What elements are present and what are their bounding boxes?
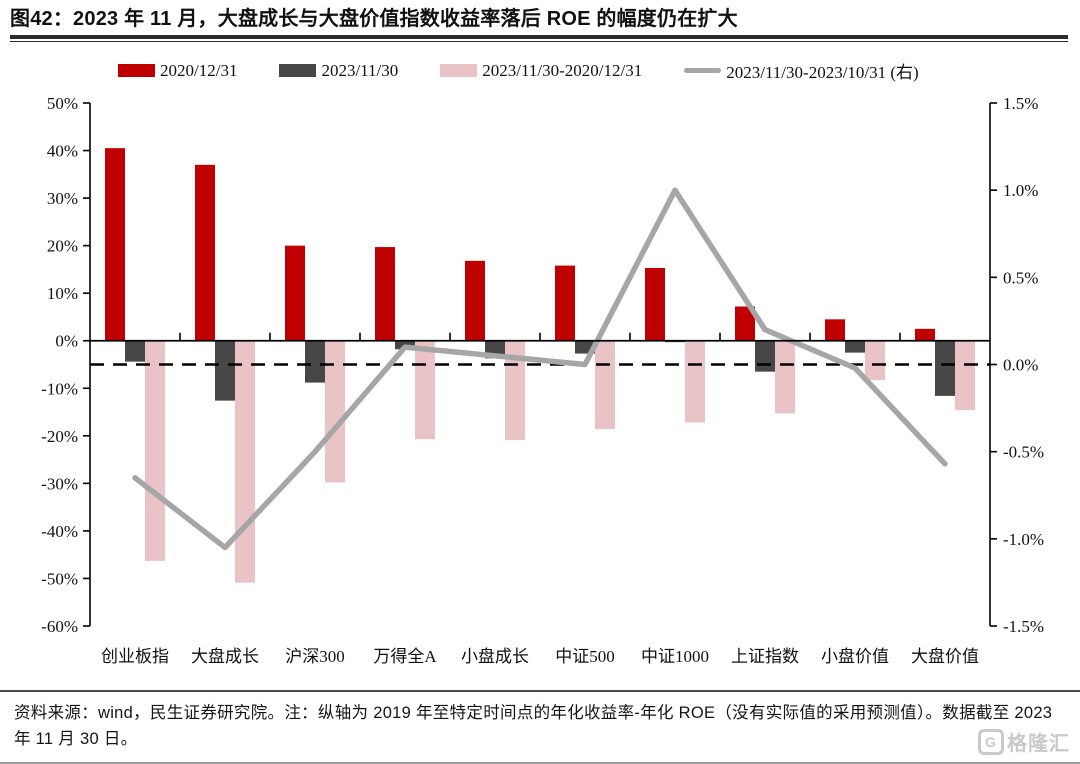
left-tick-label: -50% xyxy=(41,569,78,588)
bar-s0-创业板指 xyxy=(105,148,125,341)
bar-s2-中证1000 xyxy=(685,340,705,423)
bar-s0-沪深300 xyxy=(285,245,305,341)
x-category-label: 中证1000 xyxy=(641,647,709,666)
bar-s2-万得全A xyxy=(415,340,435,440)
line-series xyxy=(132,187,948,551)
gelonghui-logo-text: 格隆汇 xyxy=(1007,733,1070,755)
right-tick-label: 1.5% xyxy=(1003,94,1038,113)
x-category-label: 中证500 xyxy=(555,647,615,666)
bar-s1-沪深300 xyxy=(305,340,325,383)
x-category-label: 万得全A xyxy=(373,647,437,666)
left-tick-label: -10% xyxy=(41,379,78,398)
x-category-label: 大盘价值 xyxy=(911,647,979,666)
legend-label-2: 2023/11/30-2020/12/31 xyxy=(482,60,643,80)
x-category-label: 小盘价值 xyxy=(821,647,889,666)
bar-s1-大盘价值 xyxy=(935,340,955,396)
legend-label-1: 2023/11/30 xyxy=(321,60,399,80)
x-category-label: 上证指数 xyxy=(731,647,799,666)
footer: 资料来源：wind，民生证券研究院。注：纵轴为 2019 年至特定时间点的年化收… xyxy=(0,690,1080,764)
left-tick-label: -20% xyxy=(41,427,78,446)
legend-item-1: 2023/11/30 xyxy=(279,61,398,81)
left-tick-label: -30% xyxy=(41,474,78,493)
right-tick-label: 0.5% xyxy=(1003,268,1038,287)
bar-s0-小盘成长 xyxy=(465,260,485,341)
legend-label-3: 2023/11/30-2023/10/31 (右) xyxy=(726,63,919,82)
bar-s2-小盘价值 xyxy=(865,340,885,381)
chart-canvas: 50% 40% 30% 20% 10% 0% -10% -20% -30% -40% -50% -60… xyxy=(41,94,1044,666)
left-tick-label: -40% xyxy=(41,522,78,541)
gelonghui-logo: G 格隆汇 xyxy=(978,727,1070,756)
legend-swatch-2 xyxy=(440,64,478,77)
bar-s0-上证指数 xyxy=(735,306,755,341)
bar-s2-大盘价值 xyxy=(955,340,975,411)
bar-s0-小盘价值 xyxy=(825,319,845,341)
right-tick-label: -1.0% xyxy=(1003,530,1044,549)
bar-s0-中证1000 xyxy=(645,267,665,341)
left-tick-label: -60% xyxy=(41,617,78,636)
bar-s0-大盘成长 xyxy=(195,164,215,341)
left-tick-label: 10% xyxy=(47,284,78,303)
figure-header: 图42：2023 年 11 月，大盘成长与大盘价值指数收益率落后 ROE 的幅度… xyxy=(0,0,1080,42)
title-rule xyxy=(10,35,1068,42)
legend-swatch-0 xyxy=(118,64,155,77)
left-tick-label: 50% xyxy=(47,94,78,113)
legend-swatch-1 xyxy=(279,64,317,77)
bar-s1-创业板指 xyxy=(125,340,145,362)
x-category-label: 大盘成长 xyxy=(191,647,259,666)
bar-s2-中证500 xyxy=(595,340,615,430)
legend-swatch-3 xyxy=(684,68,722,73)
left-tick-label: 40% xyxy=(47,142,78,161)
bar-s2-大盘成长 xyxy=(235,340,255,583)
right-tick-label: -0.5% xyxy=(1003,443,1044,462)
x-category-label: 沪深300 xyxy=(285,647,345,666)
bar-s1-上证指数 xyxy=(755,340,775,372)
left-tick-label: 20% xyxy=(47,237,78,256)
legend-item-2: 2023/11/30-2020/12/31 xyxy=(440,61,642,81)
bar-s0-中证500 xyxy=(555,265,575,341)
source-note: 资料来源：wind，民生证券研究院。注：纵轴为 2019 年至特定时间点的年化收… xyxy=(14,704,1053,748)
bar-s2-创业板指 xyxy=(145,340,165,561)
bar-s1-小盘价值 xyxy=(845,340,865,353)
legend-item-0: 2020/12/31 xyxy=(118,61,237,81)
left-tick-label: 0% xyxy=(55,332,78,351)
chart-legend: 2020/12/31 2023/11/30 2023/11/30-2020/12/3… xyxy=(0,42,1080,85)
right-tick-label: 0.0% xyxy=(1003,356,1038,375)
gelonghui-logo-icon: G xyxy=(978,728,1004,755)
bar-s1-大盘成长 xyxy=(215,340,235,401)
figure-title: 图42：2023 年 11 月，大盘成长与大盘价值指数收益率落后 ROE 的幅度… xyxy=(10,8,738,30)
legend-label-0: 2020/12/31 xyxy=(160,60,238,80)
right-tick-label: -1.5% xyxy=(1003,617,1044,636)
bar-s0-大盘价值 xyxy=(915,328,935,341)
x-category-label: 创业板指 xyxy=(101,647,169,666)
bar-s2-沪深300 xyxy=(325,340,345,483)
bar-s0-万得全A xyxy=(375,247,395,341)
right-tick-label: 1.0% xyxy=(1003,181,1038,200)
left-tick-label: 30% xyxy=(47,189,78,208)
legend-item-3: 2023/11/30-2023/10/31 (右) xyxy=(684,58,919,83)
x-category-label: 小盘成长 xyxy=(461,647,529,666)
bar-s2-上证指数 xyxy=(775,340,795,414)
